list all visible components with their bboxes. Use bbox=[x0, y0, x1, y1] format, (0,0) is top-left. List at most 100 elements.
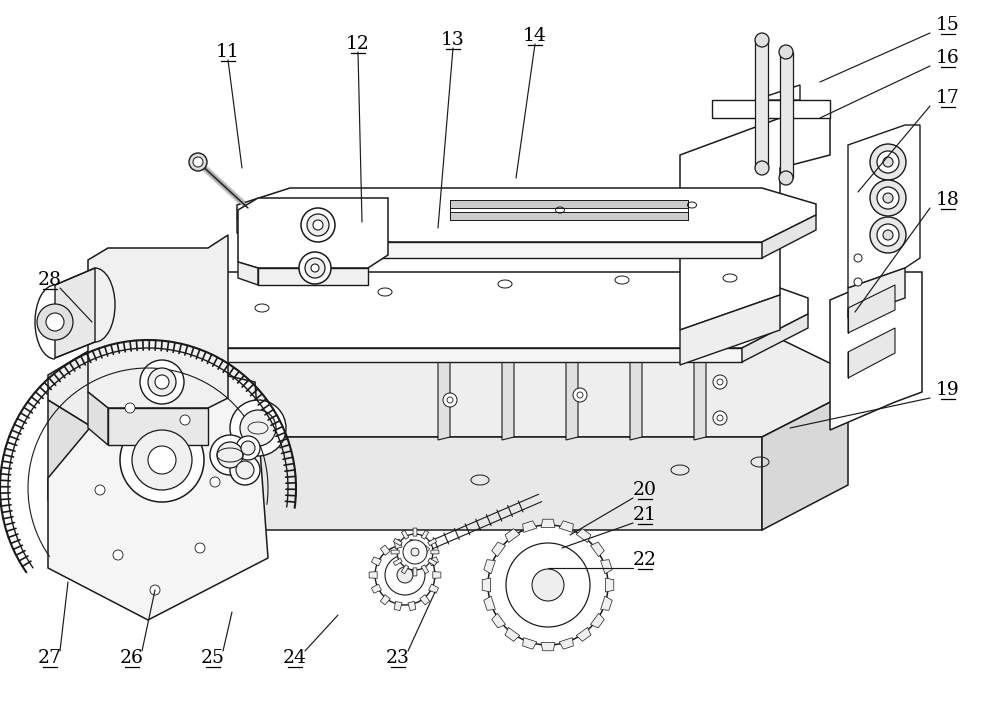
Polygon shape bbox=[482, 578, 490, 592]
Circle shape bbox=[883, 230, 893, 240]
Circle shape bbox=[577, 392, 583, 398]
Circle shape bbox=[210, 435, 250, 475]
Polygon shape bbox=[292, 242, 762, 258]
Polygon shape bbox=[541, 643, 555, 651]
Polygon shape bbox=[591, 613, 604, 628]
Polygon shape bbox=[394, 540, 402, 549]
Polygon shape bbox=[421, 564, 429, 574]
Text: 24: 24 bbox=[283, 649, 307, 667]
Polygon shape bbox=[559, 638, 573, 649]
Polygon shape bbox=[755, 40, 768, 168]
Text: 23: 23 bbox=[386, 649, 410, 667]
Polygon shape bbox=[408, 540, 416, 549]
Text: 26: 26 bbox=[120, 649, 144, 667]
Circle shape bbox=[713, 375, 727, 389]
Circle shape bbox=[236, 436, 260, 460]
Circle shape bbox=[95, 485, 105, 495]
Circle shape bbox=[171, 411, 185, 425]
Circle shape bbox=[180, 415, 190, 425]
Circle shape bbox=[779, 45, 793, 59]
Polygon shape bbox=[591, 542, 604, 557]
Polygon shape bbox=[492, 613, 505, 628]
Circle shape bbox=[125, 403, 135, 413]
Polygon shape bbox=[438, 345, 450, 440]
Text: 22: 22 bbox=[633, 551, 657, 569]
Polygon shape bbox=[576, 628, 591, 641]
Circle shape bbox=[193, 157, 203, 167]
Polygon shape bbox=[135, 312, 198, 362]
Polygon shape bbox=[371, 584, 381, 593]
Polygon shape bbox=[237, 188, 816, 242]
Polygon shape bbox=[198, 348, 742, 362]
Polygon shape bbox=[559, 521, 573, 532]
Circle shape bbox=[307, 214, 329, 236]
Circle shape bbox=[755, 33, 769, 47]
Text: 18: 18 bbox=[936, 191, 960, 209]
Circle shape bbox=[532, 569, 564, 601]
Polygon shape bbox=[88, 235, 228, 408]
Polygon shape bbox=[492, 542, 505, 557]
Polygon shape bbox=[48, 335, 848, 437]
Circle shape bbox=[447, 397, 453, 403]
Polygon shape bbox=[830, 272, 922, 430]
Polygon shape bbox=[502, 342, 514, 440]
Polygon shape bbox=[680, 295, 780, 365]
Circle shape bbox=[397, 567, 413, 583]
Circle shape bbox=[870, 217, 906, 253]
Polygon shape bbox=[401, 564, 409, 574]
Circle shape bbox=[155, 375, 169, 389]
Polygon shape bbox=[712, 100, 830, 118]
Circle shape bbox=[488, 525, 608, 645]
Text: 28: 28 bbox=[38, 271, 62, 289]
Circle shape bbox=[870, 180, 906, 216]
Circle shape bbox=[305, 258, 325, 278]
Polygon shape bbox=[413, 528, 417, 536]
Circle shape bbox=[877, 151, 899, 173]
Circle shape bbox=[870, 144, 906, 180]
Circle shape bbox=[301, 208, 335, 242]
Polygon shape bbox=[541, 519, 555, 528]
Circle shape bbox=[120, 418, 204, 502]
Circle shape bbox=[148, 446, 176, 474]
Polygon shape bbox=[601, 596, 612, 611]
Circle shape bbox=[883, 193, 893, 203]
Polygon shape bbox=[394, 601, 402, 611]
Circle shape bbox=[171, 375, 185, 389]
Circle shape bbox=[717, 379, 723, 385]
Polygon shape bbox=[433, 572, 441, 579]
Circle shape bbox=[46, 313, 64, 331]
Circle shape bbox=[140, 360, 184, 404]
Polygon shape bbox=[566, 339, 578, 440]
Polygon shape bbox=[630, 337, 642, 440]
Circle shape bbox=[299, 252, 331, 284]
Polygon shape bbox=[484, 596, 495, 611]
Circle shape bbox=[217, 442, 243, 468]
Polygon shape bbox=[413, 568, 417, 576]
Polygon shape bbox=[523, 521, 537, 532]
Polygon shape bbox=[408, 601, 416, 611]
Circle shape bbox=[877, 224, 899, 246]
Circle shape bbox=[755, 161, 769, 175]
Circle shape bbox=[230, 455, 260, 485]
Polygon shape bbox=[421, 530, 429, 539]
Polygon shape bbox=[428, 558, 437, 566]
Polygon shape bbox=[450, 212, 688, 220]
Circle shape bbox=[411, 548, 419, 556]
Polygon shape bbox=[371, 557, 381, 566]
Polygon shape bbox=[431, 550, 439, 554]
Text: 17: 17 bbox=[936, 89, 960, 107]
Circle shape bbox=[717, 415, 723, 421]
Polygon shape bbox=[762, 393, 848, 530]
Polygon shape bbox=[48, 400, 108, 530]
Polygon shape bbox=[780, 52, 793, 178]
Polygon shape bbox=[848, 268, 905, 318]
Polygon shape bbox=[848, 285, 895, 333]
Circle shape bbox=[877, 187, 899, 209]
Text: 15: 15 bbox=[936, 16, 960, 34]
Polygon shape bbox=[48, 358, 268, 620]
Text: 21: 21 bbox=[633, 506, 657, 524]
Polygon shape bbox=[401, 530, 409, 539]
Polygon shape bbox=[742, 314, 808, 362]
Circle shape bbox=[385, 555, 425, 595]
Polygon shape bbox=[393, 558, 402, 566]
